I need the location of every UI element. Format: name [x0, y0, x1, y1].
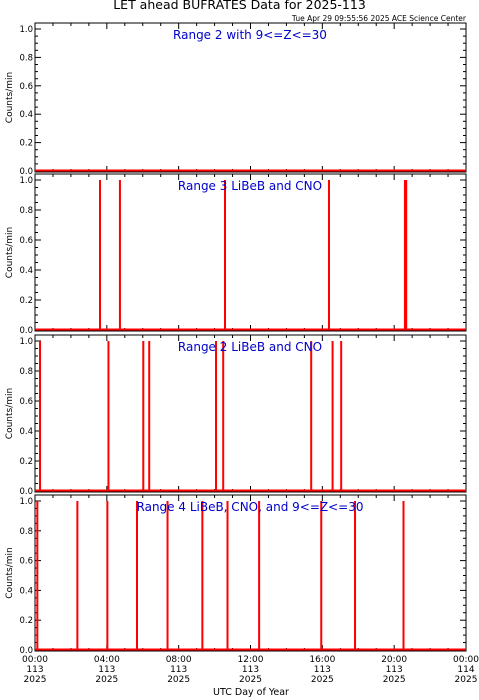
panel-2: 0.0 0.2 0.4 0.6 0.8 1.0 Counts/min Range 3 LiBe… [5, 173, 467, 336]
y-tick-label: 1.0 [19, 497, 33, 507]
y-tick-label: 0.4 [19, 110, 33, 120]
y-tick-label: 0.2 [19, 296, 33, 306]
panel-1: 0.0 0.2 0.4 0.6 0.8 1.0 Counts/min Range 2 with… [5, 22, 467, 177]
panel-label: Range 2 with 9<=Z<=30 [173, 28, 327, 42]
y-tick-label: 0.4 [19, 266, 33, 276]
figure-title: LET ahead BUFRATES Data for 2025-113 [113, 0, 366, 12]
x-tick-label-time: 08:00 [166, 655, 192, 665]
x-tick-label-year: 2025 [239, 675, 262, 685]
panel-label: Range 3 LiBeB and CNO [178, 179, 322, 193]
y-axis-label: Counts/min [5, 388, 15, 439]
panels: 0.0 0.2 0.4 0.6 0.8 1.0 Counts/min Range 2 with… [5, 22, 467, 656]
y-tick-label: 0.6 [19, 236, 33, 246]
y-tick-label: 0.2 [19, 457, 33, 467]
x-tick-label-time: 20:00 [381, 655, 407, 665]
y-tick-label: 0.4 [19, 586, 33, 596]
y-tick-label: 1.0 [19, 25, 33, 35]
y-tick-label: 0.0 [19, 167, 33, 177]
x-tick-label-doy: 113 [242, 665, 259, 675]
x-tick-label-year: 2025 [455, 675, 478, 685]
panel-frame [34, 22, 467, 173]
x-tick-label-year: 2025 [167, 675, 190, 685]
x-tick-label-time: 16:00 [309, 655, 335, 665]
panel-frame [34, 494, 467, 652]
x-tick-label-time: 00:00 [22, 655, 48, 665]
x-tick-label-year: 2025 [383, 675, 406, 685]
x-axis: 00:00113202504:00113202508:00113202512:0… [22, 655, 479, 685]
y-tick-label: 0.0 [19, 326, 33, 336]
y-tick-label: 0.8 [19, 367, 33, 377]
x-tick-label-doy: 113 [98, 665, 115, 675]
y-axis-label: Counts/min [5, 227, 15, 278]
y-tick-label: 1.0 [19, 337, 33, 347]
x-tick-label-doy: 114 [457, 665, 474, 675]
x-tick-label-time: 04:00 [94, 655, 120, 665]
x-tick-label-time: 00:00 [453, 655, 479, 665]
y-tick-label: 0.6 [19, 557, 33, 567]
x-tick-label-doy: 113 [26, 665, 43, 675]
x-tick-label-doy: 113 [314, 665, 331, 675]
x-tick-label-year: 2025 [311, 675, 334, 685]
x-tick-label-year: 2025 [95, 675, 118, 685]
panel-4: 0.0 0.2 0.4 0.6 0.8 1.0 Counts/min Range 4 LiBe… [5, 494, 467, 656]
y-tick-label: 0.8 [19, 206, 33, 216]
y-tick-label: 0.0 [19, 487, 33, 497]
x-tick-label-doy: 113 [386, 665, 403, 675]
panel-3: 0.0 0.2 0.4 0.6 0.8 1.0 Counts/min Range 2 LiBe… [5, 334, 467, 497]
x-axis-label: UTC Day of Year [213, 687, 289, 698]
panel-frame [34, 334, 467, 493]
y-tick-label: 0.8 [19, 53, 33, 63]
y-tick-label: 1.0 [19, 176, 33, 186]
panel-label: Range 2 LiBeB and CNO [178, 340, 322, 354]
figure-subtitle: Tue Apr 29 09:55:56 2025 ACE Science Cen… [291, 14, 467, 23]
x-tick-label-doy: 113 [170, 665, 187, 675]
y-axis-label: Counts/min [5, 72, 15, 123]
x-tick-label-year: 2025 [24, 675, 47, 685]
x-tick-label-time: 12:00 [238, 655, 264, 665]
panel-label: Range 4 LiBeB, CNO, and 9<=Z<=30 [137, 500, 364, 514]
y-tick-label: 0.6 [19, 82, 33, 92]
y-tick-label: 0.4 [19, 427, 33, 437]
y-tick-label: 0.2 [19, 616, 33, 626]
y-tick-label: 0.6 [19, 397, 33, 407]
y-tick-label: 0.2 [19, 139, 33, 149]
y-axis-label: Counts/min [5, 547, 15, 598]
y-tick-label: 0.0 [19, 646, 33, 656]
y-tick-label: 0.8 [19, 527, 33, 537]
